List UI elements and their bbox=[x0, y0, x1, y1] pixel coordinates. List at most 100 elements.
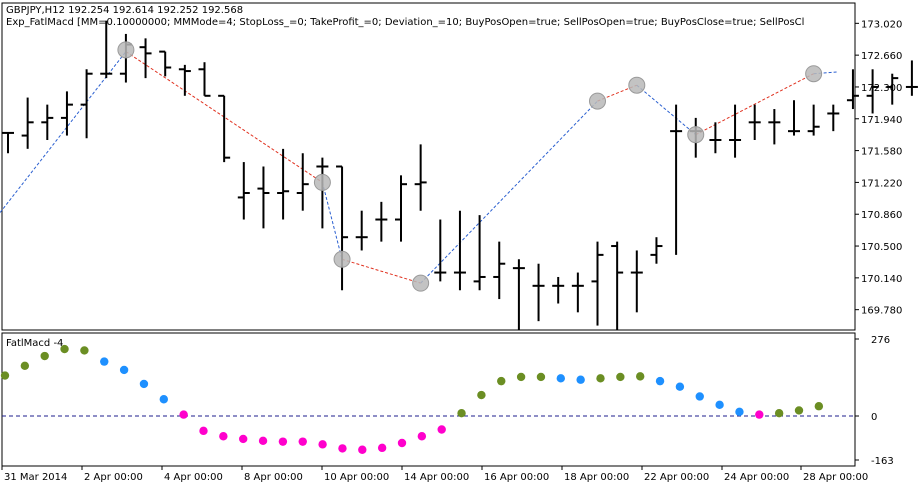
indicator-dot-blue bbox=[695, 392, 704, 401]
signal-marker-buy bbox=[412, 274, 430, 292]
ohlc-bar bbox=[198, 62, 211, 97]
indicator-dot-magenta bbox=[258, 436, 268, 446]
indicator-dot-magenta bbox=[338, 444, 347, 453]
indicator-dot-magenta bbox=[298, 437, 307, 446]
indicator-dot-blue bbox=[119, 365, 129, 375]
indicator-dot-magenta bbox=[278, 437, 288, 446]
time-tick-label: 4 Apr 00:00 bbox=[164, 472, 223, 483]
ohlc-bar bbox=[355, 210, 368, 251]
ohlc-bar bbox=[670, 104, 683, 255]
ohlc-bar bbox=[611, 241, 624, 330]
time-tick-label: 10 Apr 00:00 bbox=[324, 472, 389, 483]
ohlc-bar bbox=[414, 144, 427, 211]
ohlc-bar bbox=[453, 210, 466, 291]
ohlc-bar bbox=[768, 109, 781, 145]
ohlc-bar bbox=[866, 69, 879, 114]
indicator-dot-magenta bbox=[179, 410, 188, 419]
indicator-dot-magenta bbox=[239, 434, 248, 444]
ohlc-bar bbox=[178, 64, 191, 96]
time-tick-label: 24 Apr 00:00 bbox=[724, 472, 789, 483]
signal-marker-buy bbox=[628, 76, 646, 94]
time-tick-label: 8 Apr 00:00 bbox=[244, 472, 303, 483]
ohlc-bar bbox=[846, 69, 859, 110]
time-tick-label: 14 Apr 00:00 bbox=[404, 472, 469, 483]
ohlc-bar bbox=[886, 73, 899, 105]
price-tick-label: 169.780 bbox=[861, 306, 902, 317]
ohlc-bar bbox=[41, 104, 54, 140]
signal-marker-sell bbox=[117, 41, 135, 59]
price-tick-label: 173.020 bbox=[861, 19, 902, 30]
indicator-dot-green bbox=[636, 372, 645, 381]
indicator-dot-green bbox=[774, 409, 784, 418]
ohlc-bar bbox=[807, 104, 820, 136]
ohlc-bar bbox=[532, 263, 545, 322]
indicator-dot-magenta bbox=[358, 445, 367, 454]
ohlc-bar bbox=[591, 241, 604, 326]
trade-line-buy bbox=[420, 100, 598, 284]
price-tick-label: 171.580 bbox=[861, 147, 902, 158]
trade-line-buy bbox=[0, 51, 127, 213]
price-panel-frame bbox=[1, 2, 856, 331]
ohlc-bar bbox=[905, 60, 918, 96]
indicator-dot-blue bbox=[139, 379, 149, 389]
price-tick-label: 170.860 bbox=[861, 210, 902, 221]
ohlc-bar bbox=[100, 20, 113, 79]
ohlc-bar bbox=[434, 219, 447, 282]
indicator-dot-magenta bbox=[397, 438, 407, 448]
ohlc-bar bbox=[748, 104, 761, 140]
time-tick-label: 22 Apr 00:00 bbox=[644, 472, 709, 483]
chart-symbol-info: GBPJPY,H12 192.254 192.614 192.252 192.5… bbox=[6, 5, 243, 16]
indicator-dot-green bbox=[477, 390, 486, 400]
indicator-dot-blue bbox=[735, 407, 744, 417]
indicator-dot-green bbox=[596, 374, 605, 383]
ohlc-bar bbox=[21, 97, 34, 149]
ohlc-bar bbox=[788, 100, 800, 136]
price-tick-label: 171.940 bbox=[861, 115, 902, 126]
ohlc-bar bbox=[709, 122, 722, 154]
ohlc-bar bbox=[237, 162, 250, 220]
indicator-dot-green bbox=[457, 409, 466, 418]
indicator-dot-green bbox=[497, 376, 506, 386]
ohlc-bar bbox=[493, 241, 506, 300]
indicator-dot-green bbox=[40, 351, 49, 361]
ohlc-bar bbox=[277, 148, 290, 220]
price-tick-label: 170.500 bbox=[861, 242, 902, 253]
signal-marker-buy bbox=[805, 65, 823, 83]
signal-marker-sell bbox=[333, 250, 351, 268]
time-tick-label: 31 Mar 2014 bbox=[4, 472, 67, 483]
time-tick-label: 28 Apr 00:00 bbox=[803, 472, 868, 483]
time-tick-label: 18 Apr 00:00 bbox=[564, 472, 629, 483]
trade-line-buy bbox=[321, 182, 343, 260]
ohlc-bar bbox=[729, 104, 742, 158]
ohlc-bar bbox=[571, 272, 584, 313]
indicator-dot-blue bbox=[655, 376, 665, 386]
indicator-dot-green bbox=[794, 406, 804, 415]
price-tick-label: 171.220 bbox=[861, 178, 902, 189]
indicator-dot-magenta bbox=[318, 440, 327, 449]
indicator-label: FatlMacd -4 bbox=[6, 338, 63, 349]
indicator-dot-magenta bbox=[755, 410, 764, 419]
time-tick-label: 2 Apr 00:00 bbox=[84, 472, 143, 483]
ohlc-bar bbox=[159, 50, 172, 77]
ohlc-bar bbox=[80, 69, 93, 139]
indicator-dot-green bbox=[0, 371, 10, 380]
indicator-dot-green bbox=[80, 346, 89, 355]
indicator-dot-green bbox=[536, 372, 546, 382]
ohlc-bar bbox=[552, 276, 565, 304]
indicator-dot-blue bbox=[576, 375, 585, 384]
price-tick-label: 172.660 bbox=[861, 51, 902, 62]
indicator-dot-blue bbox=[715, 400, 724, 410]
indicator-dot-green bbox=[60, 344, 69, 354]
ohlc-bar bbox=[375, 201, 388, 242]
indicator-dot-magenta bbox=[377, 443, 387, 453]
indicator-dot-magenta bbox=[199, 426, 208, 436]
indicator-dot-magenta bbox=[437, 425, 446, 434]
trade-line-buy bbox=[813, 71, 838, 75]
ohlc-bar bbox=[218, 94, 231, 163]
expert-params: Exp_FatlMacd [MM=0.10000000; MMMode=4; S… bbox=[6, 17, 804, 28]
ohlc-bar bbox=[336, 165, 349, 291]
ohlc-bar bbox=[473, 215, 486, 291]
indicator-dot-blue bbox=[556, 374, 565, 383]
trade-line-sell bbox=[125, 51, 323, 183]
